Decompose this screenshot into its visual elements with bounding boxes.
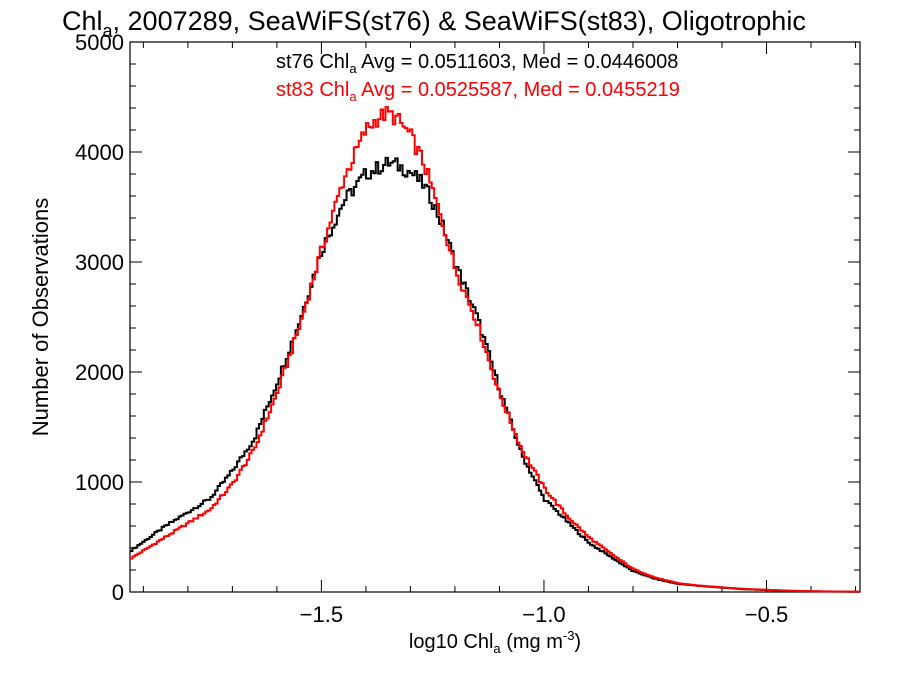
- xlabel-sub: a: [493, 641, 501, 656]
- plot-frame: [129, 41, 861, 593]
- stats-line-st76: st76 Chla Avg = 0.0511603, Med = 0.04460…: [276, 51, 678, 76]
- x-tick-label: −0.5: [745, 602, 788, 627]
- stats-st76-post: Avg = 0.0511603, Med = 0.0446008: [357, 51, 679, 73]
- stats-st76-sub: a: [349, 61, 357, 76]
- xlabel-sup: -3: [563, 628, 575, 643]
- xlabel-end: ): [574, 631, 581, 653]
- title-sub: a: [103, 21, 114, 41]
- x-tick-label: −1.5: [300, 602, 343, 627]
- y-tick-label: 5000: [75, 30, 124, 55]
- stats-st83-post: Avg = 0.0525587, Med = 0.0455219: [357, 79, 680, 101]
- chart-title: Chla, 2007289, SeaWiFS(st76) & SeaWiFS(s…: [62, 6, 806, 41]
- x-tick-label: −1.0: [522, 602, 565, 627]
- y-tick-label: 3000: [75, 250, 124, 275]
- stats-st83-pre: st83 Chl: [276, 79, 349, 101]
- axis-ticks: 0 1000 2000 3000 4000 5000 −1.5 −1.0 −0.5: [75, 30, 860, 627]
- series-st76: [130, 156, 860, 593]
- x-axis-label: log10 Chla (mg m-3): [409, 628, 581, 656]
- series-group: [130, 106, 860, 593]
- y-tick-label: 2000: [75, 360, 124, 385]
- stats-st76-pre: st76 Chl: [276, 51, 349, 73]
- y-tick-label: 4000: [75, 140, 124, 165]
- stats-line-st83: st83 Chla Avg = 0.0525587, Med = 0.04552…: [276, 79, 680, 104]
- stats-st83-sub: a: [349, 89, 357, 104]
- y-tick-label: 1000: [75, 470, 124, 495]
- title-post: , 2007289, SeaWiFS(st76) & SeaWiFS(st83)…: [113, 6, 806, 36]
- series-st83: [130, 106, 860, 593]
- y-axis-label: Number of Observations: [28, 198, 53, 436]
- title-pre: Chl: [62, 6, 103, 36]
- y-tick-label: 0: [112, 580, 124, 605]
- xlabel-pre: log10 Chl: [409, 631, 494, 653]
- xlabel-post: (mg m: [501, 631, 563, 653]
